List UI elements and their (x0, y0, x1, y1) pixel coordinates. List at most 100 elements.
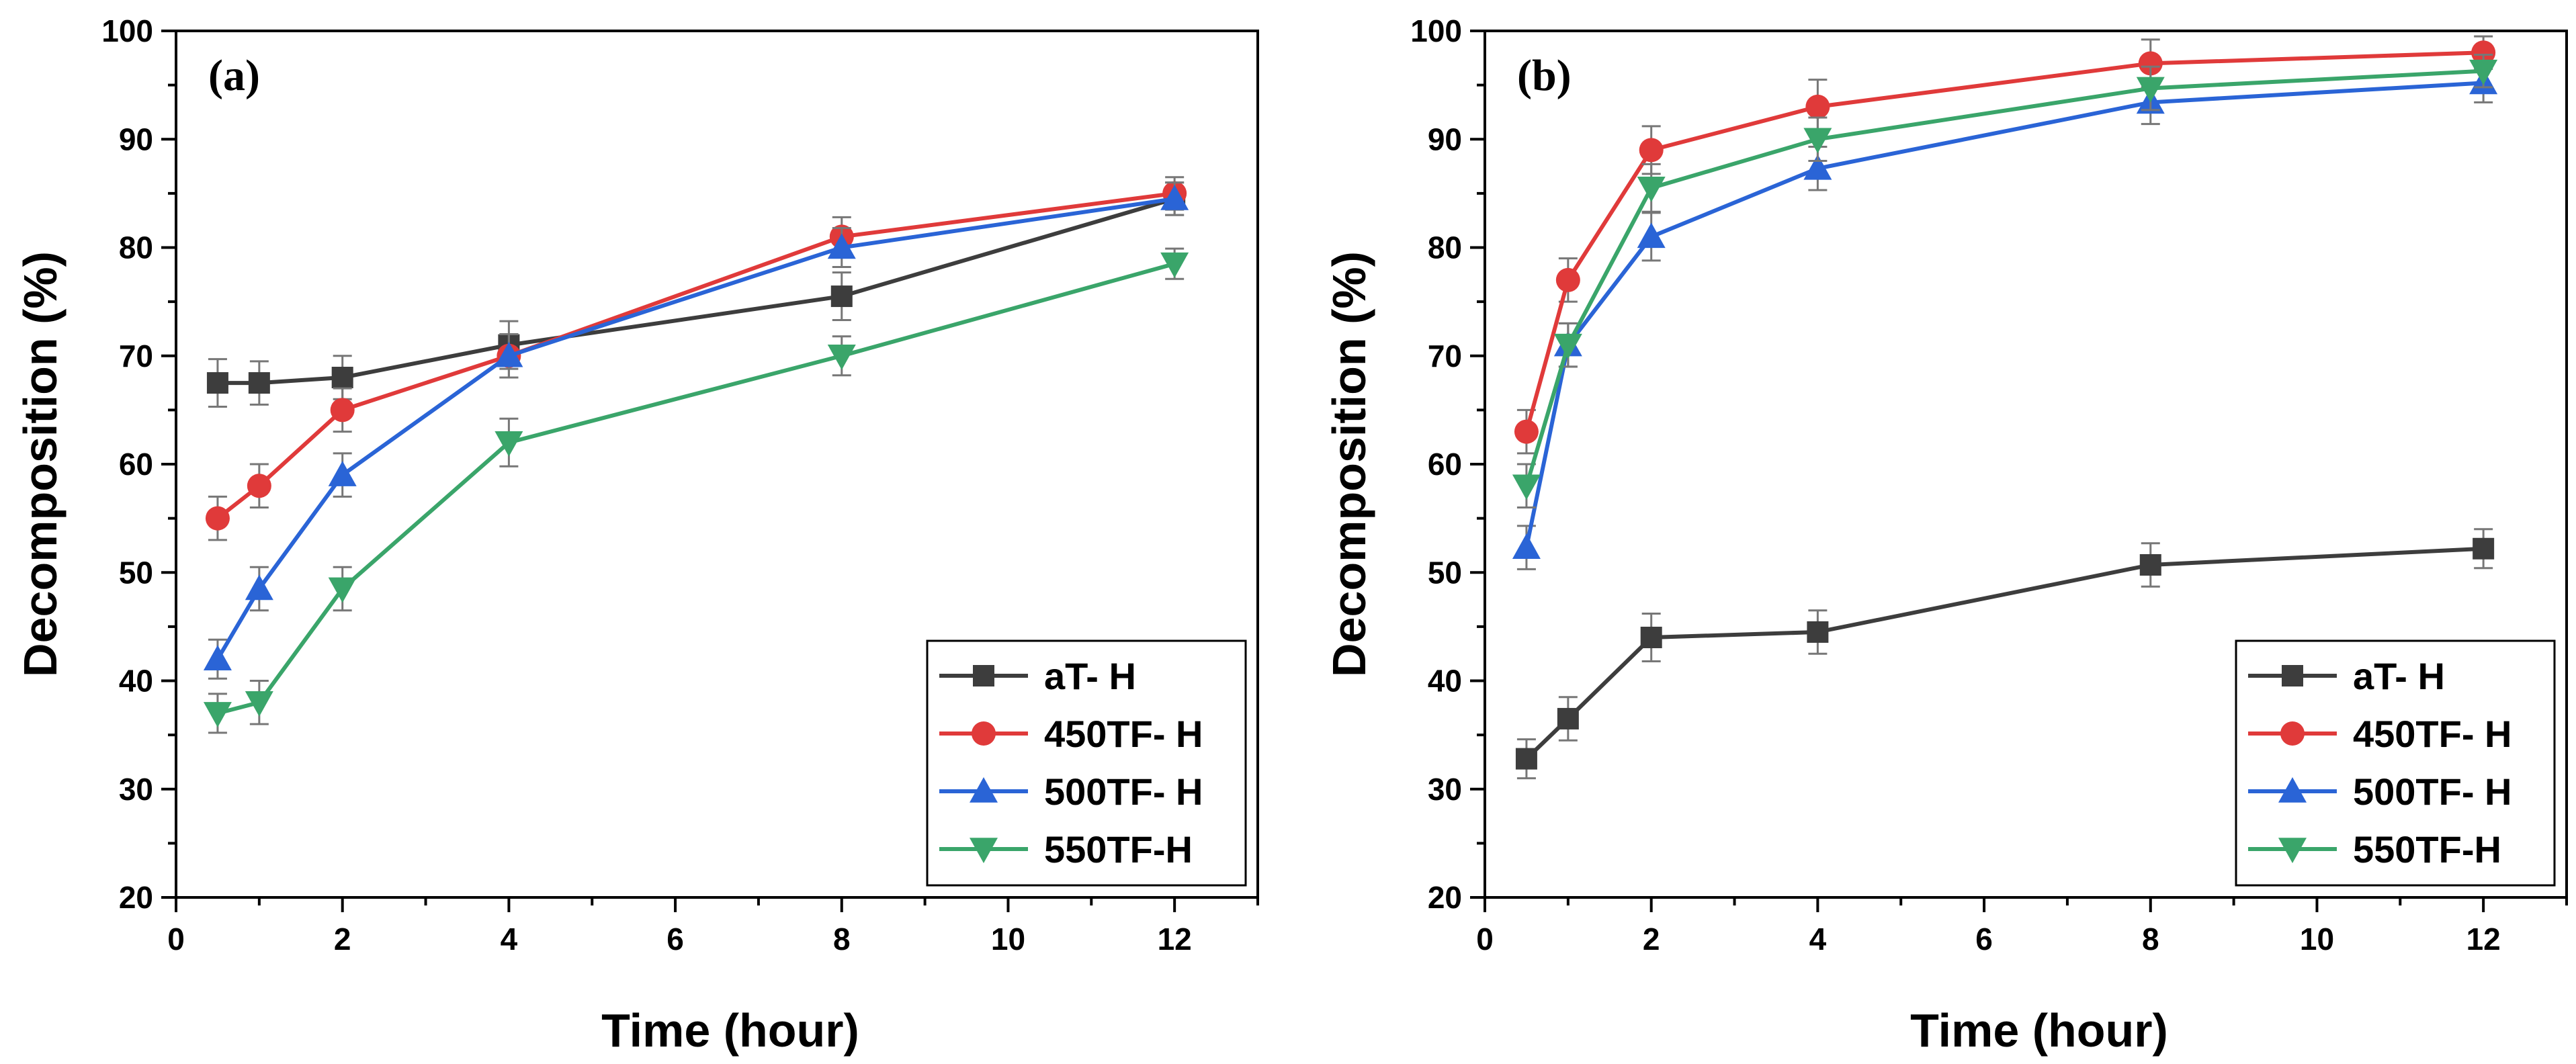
legend-item: aT- H (939, 655, 1136, 697)
data-point (2136, 77, 2165, 103)
series-550tf-h (203, 247, 1189, 734)
y-tick-label: 60 (1428, 447, 1462, 482)
legend-marker (2280, 721, 2305, 746)
data-point (2469, 59, 2498, 85)
data-point (245, 691, 273, 717)
y-tick-label: 50 (119, 555, 153, 590)
x-axis-title: Time (hour) (1910, 1004, 2168, 1057)
series-at-h (1515, 528, 2495, 780)
legend-marker (2278, 838, 2307, 863)
legend-label: 550TF-H (2353, 828, 2501, 871)
data-point (330, 398, 355, 423)
series-line (216, 196, 1175, 660)
y-tick-label: 80 (1428, 230, 1462, 265)
legend-item: 550TF-H (939, 828, 1193, 871)
x-tick-label: 2 (334, 922, 351, 957)
data-point (495, 341, 523, 367)
x-tick-label: 6 (1975, 922, 1993, 957)
data-point (1637, 222, 1666, 249)
data-point (1637, 177, 1666, 202)
data-point (328, 461, 357, 486)
legend: aT- H 450TF- H 500TF- H 550TF-H (2235, 639, 2556, 887)
y-tick-label: 40 (119, 664, 153, 699)
y-tick-label: 40 (1428, 664, 1462, 699)
legend-item: 450TF- H (2248, 713, 2512, 755)
legend-label: 550TF-H (1044, 828, 1193, 871)
data-point (1160, 184, 1189, 210)
data-point (1639, 138, 1664, 163)
y-tick-label: 80 (119, 230, 153, 265)
x-tick-label: 10 (991, 922, 1025, 957)
y-axis-title: Decomposition (%) (1323, 251, 1375, 677)
data-point (1555, 267, 1580, 292)
data-point (2138, 51, 2163, 76)
legend-label: aT- H (2353, 655, 2445, 697)
x-tick-label: 0 (1476, 922, 1494, 957)
legend-item: 500TF- H (2248, 770, 2512, 813)
data-point (1640, 627, 1662, 648)
data-point (1805, 94, 1830, 119)
x-tick-label: 2 (1643, 922, 1660, 957)
data-point (827, 233, 856, 259)
x-tick-label: 4 (501, 922, 518, 957)
data-point (1807, 621, 1829, 643)
y-tick-label: 20 (1428, 880, 1462, 915)
legend-item: 500TF- H (939, 770, 1203, 813)
legend-label: 500TF- H (1044, 770, 1203, 813)
y-tick-label: 100 (1410, 13, 1462, 48)
series-500tf-h (1512, 62, 2498, 570)
data-point (203, 645, 232, 671)
y-tick-label: 30 (119, 772, 153, 807)
series-500tf-h (203, 181, 1189, 680)
panel-label: (a) (208, 51, 260, 100)
series-line (1525, 69, 2484, 487)
x-tick-label: 0 (167, 922, 185, 957)
data-point (830, 285, 853, 308)
x-axis-title: Time (hour) (601, 1004, 859, 1057)
x-tick-label: 8 (2142, 922, 2159, 957)
data-point (2139, 553, 2161, 576)
data-point (1512, 474, 1541, 500)
data-point (206, 372, 228, 394)
y-axis-title: Decomposition (%) (14, 251, 67, 677)
data-point (2473, 537, 2495, 560)
x-tick-label: 10 (2300, 922, 2334, 957)
x-tick-label: 8 (833, 922, 851, 957)
x-tick-label: 6 (667, 922, 684, 957)
data-point (331, 367, 353, 388)
data-point (1512, 533, 1541, 559)
legend: aT- H 450TF- H 500TF- H 550TF-H (926, 639, 1247, 887)
series-550tf-h (1512, 53, 2498, 508)
data-point (1803, 128, 1832, 154)
legend-marker (2278, 777, 2307, 803)
data-point (248, 372, 270, 394)
data-point (1557, 707, 1579, 729)
data-point (203, 702, 232, 727)
panel-a: 0 2 4 6 8 10 12 20 30 40 50 60 70 80 90 100 Time (hour) D… (14, 13, 1259, 1057)
y-tick-label: 90 (1428, 122, 1462, 157)
legend-label: 500TF- H (2353, 770, 2512, 813)
legend-marker (973, 665, 994, 686)
legend-marker (970, 777, 998, 803)
y-tick-label: 70 (119, 339, 153, 373)
data-point (1160, 252, 1189, 278)
data-point (1514, 419, 1539, 444)
legend-label: 450TF- H (2353, 713, 2512, 755)
legend-label: aT- H (1044, 655, 1136, 697)
data-point (827, 344, 856, 370)
series-line (1524, 81, 2484, 548)
data-point (2471, 40, 2496, 65)
data-point (328, 577, 357, 603)
x-tick-label: 4 (1809, 922, 1827, 957)
series-line (217, 261, 1175, 715)
data-point (205, 506, 230, 531)
data-point (247, 474, 271, 498)
data-point (1553, 333, 1582, 359)
data-point (1803, 154, 1832, 180)
y-tick-label: 60 (119, 447, 153, 482)
y-tick-label: 30 (1428, 772, 1462, 807)
y-tick-label: 70 (1428, 339, 1462, 373)
y-tick-label: 20 (119, 880, 153, 915)
data-point (245, 574, 273, 601)
